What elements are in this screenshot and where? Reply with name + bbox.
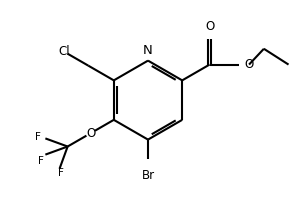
Text: F: F [38, 156, 44, 166]
Text: O: O [86, 127, 95, 140]
Text: Br: Br [141, 169, 155, 182]
Text: F: F [58, 169, 64, 178]
Text: N: N [143, 44, 153, 57]
Text: Cl: Cl [58, 45, 70, 58]
Text: F: F [35, 132, 41, 142]
Text: O: O [205, 20, 214, 33]
Text: O: O [244, 58, 253, 71]
